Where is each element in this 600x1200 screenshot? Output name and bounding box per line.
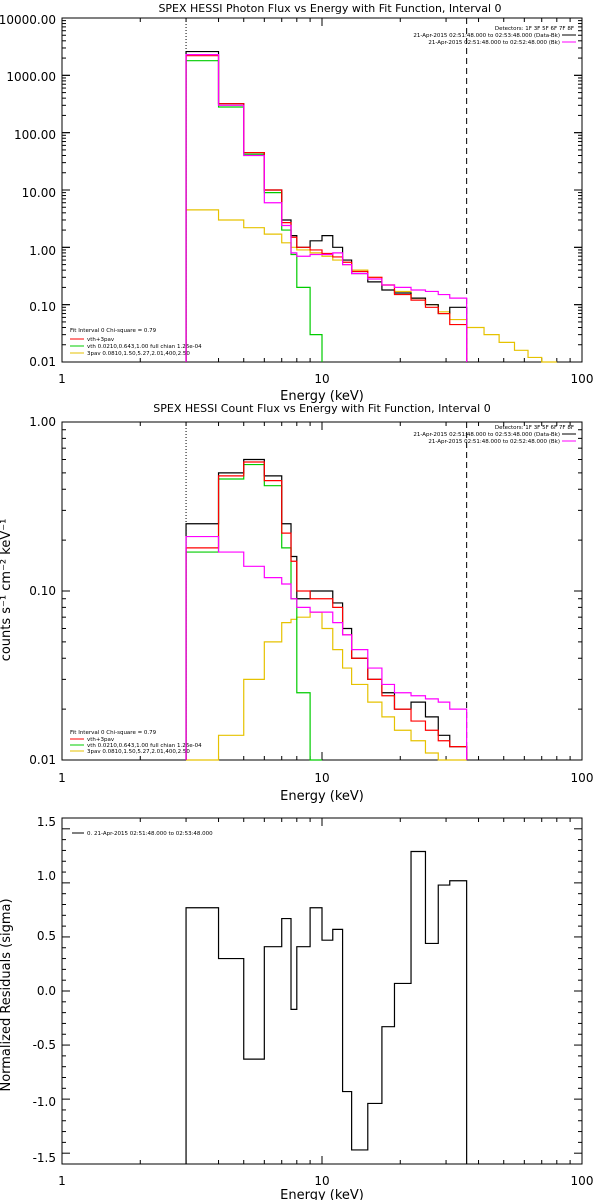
- legend-entry-data: 21-Apr-2015 02:51:48.000 to 02:53:48.000…: [413, 432, 560, 438]
- count-flux-panel: SPEX HESSI Count Flux vs Energy with Fit…: [0, 402, 593, 804]
- y-tick-label: 0.0: [37, 984, 56, 998]
- legend-entry-bk: 21-Apr-2015 02:51:48.000 to 02:52:48.000…: [428, 439, 560, 445]
- fit-legend-vthspav: vth+3pav: [87, 337, 115, 343]
- fit-legend: Fit Interval 0 Chi-square = 0.79 vth+3pa…: [70, 730, 202, 755]
- y-tick-label: 0.5: [37, 929, 56, 943]
- fit-legend-title: Fit Interval 0 Chi-square = 0.79: [70, 730, 157, 736]
- plot-frame: [61, 817, 583, 1165]
- legend-detectors: Detectors: 1F 3F 5F 6F 7F 8F: [495, 26, 574, 32]
- fit-legend-vthspav: vth+3pav: [87, 737, 115, 743]
- chart-title: SPEX HESSI Photon Flux vs Energy with Fi…: [158, 2, 501, 15]
- y-tick-label: 1.00: [29, 244, 56, 258]
- y-tick-label: 0.10: [29, 300, 56, 314]
- legend-entry-data: 21-Apr-2015 02:51:48.000 to 02:53:48.000…: [413, 33, 560, 39]
- legend-entry: 0. 21-Apr-2015 02:51:48.000 to 02:53:48.…: [87, 831, 213, 837]
- x-axis-label: Energy (keV): [280, 789, 364, 804]
- x-axis-label: Energy (keV): [280, 1188, 364, 1200]
- data-bk-series-line: [185, 458, 468, 760]
- vth-3pav-series-line: [185, 55, 468, 362]
- vth-3pav-series-line: [185, 461, 468, 760]
- y-tick-label: 1.00: [29, 415, 56, 429]
- y-tick-label: -1.5: [33, 1151, 56, 1165]
- plot-frame: [61, 17, 583, 363]
- x-tick-label: 1: [58, 771, 66, 785]
- spav-series-line: [186, 209, 557, 363]
- fit-legend-vth: vth 0.0210,0.643,1.00 full chian 1.26e-0…: [87, 743, 202, 749]
- x-tick-label: 100: [571, 771, 594, 785]
- y-tick-label: 10000.00: [0, 13, 56, 27]
- x-tick-label: 1: [58, 372, 66, 386]
- x-tick-label: 10: [314, 1174, 329, 1188]
- photon-flux-panel: SPEX HESSI Photon Flux vs Energy with Fi…: [0, 2, 593, 404]
- vth-series-line: [185, 463, 322, 761]
- y-axis-label: counts s⁻¹ cm⁻² keV⁻¹: [0, 519, 14, 662]
- fit-legend: Fit Interval 0 Chi-square = 0.79 vth+3pa…: [70, 328, 202, 357]
- y-tick-label: 10.00: [22, 186, 56, 200]
- x-tick-label: 10: [314, 372, 329, 386]
- vth-series-line: [185, 60, 323, 362]
- bk-series-line: [185, 53, 468, 362]
- bk-series-line: [185, 535, 468, 760]
- x-tick-label: 100: [571, 372, 594, 386]
- fit-legend-spav: 3pav 0.0810,1.50,5.27,2.01,400,2.50: [87, 749, 190, 755]
- spav-series-line: [186, 611, 467, 761]
- x-tick-label: 100: [571, 1174, 594, 1188]
- data-bk-series-line: [185, 50, 468, 362]
- x-tick-label: 1: [58, 1174, 66, 1188]
- x-axis-label: Energy (keV): [280, 389, 364, 404]
- residuals-series-line: [185, 850, 468, 1164]
- y-tick-label: -1.0: [33, 1095, 56, 1109]
- fit-legend-title: Fit Interval 0 Chi-square = 0.79: [70, 328, 157, 334]
- y-axis-label: Normalized Residuals (sigma): [0, 898, 14, 1091]
- legend: Detectors: 1F 3F 5F 6F 7F 8F 21-Apr-2015…: [413, 26, 576, 46]
- x-tick-label: 10: [314, 771, 329, 785]
- y-tick-label: 0.10: [29, 584, 56, 598]
- legend-entry-bk: 21-Apr-2015 02:51:48.000 to 02:52:48.000…: [428, 40, 560, 46]
- legend-detectors: Detectors: 1F 3F 5F 6F 7F 8F: [495, 425, 574, 431]
- y-tick-label: 1.0: [37, 869, 56, 883]
- fit-legend-spav: 3pav 0.0810,1.50,5.27,2.01,400,2.50: [87, 351, 190, 357]
- legend: Detectors: 1F 3F 5F 6F 7F 8F 21-Apr-2015…: [413, 425, 576, 445]
- fit-legend-vth: vth 0.0210,0.643,1.00 full chian 1.26e-0…: [87, 344, 202, 350]
- y-tick-label: 0.01: [29, 753, 56, 767]
- y-tick-label: 0.01: [29, 355, 56, 369]
- y-tick-label: 1000.00: [6, 70, 56, 84]
- y-tick-label: -0.5: [33, 1038, 56, 1052]
- chart-title: SPEX HESSI Count Flux vs Energy with Fit…: [153, 402, 490, 415]
- y-tick-label: 100.00: [14, 128, 56, 142]
- legend: 0. 21-Apr-2015 02:51:48.000 to 02:53:48.…: [72, 831, 213, 837]
- y-tick-label: 1.5: [37, 815, 56, 829]
